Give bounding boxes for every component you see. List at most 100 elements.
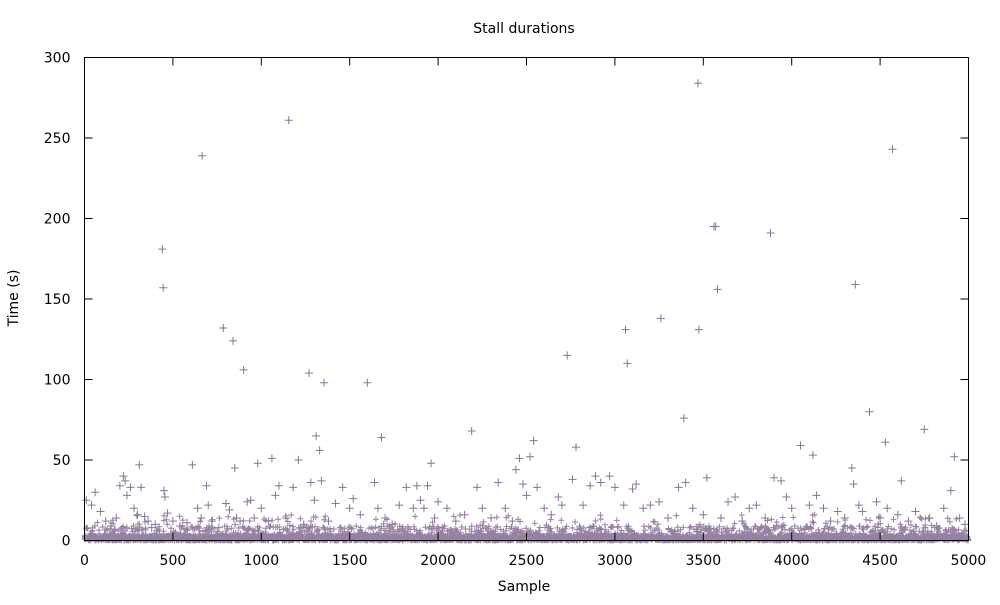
y-axis-ticks: 0 50 100 150 200 250 300 bbox=[44, 51, 969, 550]
data-point bbox=[160, 493, 169, 502]
data-point bbox=[345, 504, 354, 513]
data-point bbox=[274, 481, 283, 490]
data-point bbox=[646, 501, 655, 510]
data-point bbox=[193, 504, 202, 513]
data-point bbox=[674, 483, 683, 492]
data-point bbox=[306, 478, 315, 487]
data-point bbox=[388, 520, 397, 529]
data-point bbox=[416, 496, 425, 505]
y-tick-label: 0 bbox=[62, 534, 71, 550]
data-point bbox=[766, 228, 775, 237]
data-point bbox=[112, 513, 121, 522]
data-point bbox=[294, 456, 303, 464]
data-point bbox=[508, 517, 517, 526]
data-point bbox=[893, 510, 902, 519]
data-point bbox=[787, 504, 796, 513]
data-point bbox=[950, 452, 959, 461]
data-point bbox=[731, 493, 740, 502]
data-point bbox=[888, 145, 897, 154]
data-points-layer bbox=[82, 79, 969, 532]
data-point bbox=[897, 476, 906, 485]
data-point bbox=[849, 480, 858, 489]
data-point bbox=[770, 473, 779, 482]
data-point bbox=[442, 504, 451, 513]
data-point bbox=[619, 501, 628, 510]
data-point bbox=[883, 504, 892, 513]
data-point bbox=[331, 499, 340, 508]
data-point bbox=[289, 483, 298, 492]
data-point bbox=[419, 504, 428, 513]
data-point bbox=[147, 523, 156, 532]
data-point bbox=[264, 517, 273, 526]
data-point bbox=[840, 513, 849, 522]
data-point bbox=[119, 472, 128, 481]
x-axis-label: Sample bbox=[498, 579, 551, 595]
data-point bbox=[623, 359, 632, 368]
data-point bbox=[467, 427, 476, 436]
data-point bbox=[204, 501, 213, 510]
data-point bbox=[168, 517, 177, 526]
data-point bbox=[219, 323, 228, 332]
y-tick-label: 200 bbox=[44, 212, 71, 228]
data-point bbox=[271, 491, 280, 500]
data-point bbox=[236, 517, 245, 526]
data-point bbox=[267, 454, 276, 463]
data-point bbox=[925, 513, 934, 522]
data-point bbox=[655, 497, 664, 506]
data-point bbox=[586, 481, 595, 490]
data-point bbox=[412, 481, 421, 490]
data-point bbox=[126, 483, 135, 492]
data-point bbox=[851, 280, 860, 289]
data-point bbox=[214, 523, 223, 532]
data-point bbox=[808, 451, 817, 460]
data-point bbox=[107, 522, 116, 531]
data-point bbox=[183, 518, 192, 527]
data-point bbox=[312, 431, 321, 440]
data-point bbox=[865, 407, 874, 416]
data-point bbox=[299, 520, 308, 529]
x-tick-label: 0 bbox=[80, 553, 89, 569]
data-point bbox=[423, 481, 432, 490]
data-point bbox=[232, 513, 241, 522]
data-point bbox=[243, 497, 252, 506]
data-point bbox=[876, 513, 885, 522]
data-point bbox=[518, 480, 527, 489]
data-point bbox=[135, 460, 144, 469]
data-point bbox=[282, 513, 291, 522]
data-point bbox=[140, 512, 149, 521]
data-point bbox=[377, 433, 386, 442]
data-point bbox=[819, 504, 828, 513]
data-point bbox=[320, 378, 329, 387]
data-point bbox=[175, 522, 184, 531]
data-point bbox=[87, 501, 96, 510]
data-point bbox=[246, 496, 255, 505]
data-point bbox=[363, 378, 372, 387]
data-point bbox=[122, 491, 131, 500]
data-point bbox=[858, 507, 867, 516]
data-point bbox=[115, 481, 124, 490]
data-point bbox=[317, 476, 326, 485]
data-point bbox=[163, 509, 172, 518]
data-point bbox=[91, 488, 100, 497]
data-point bbox=[395, 501, 404, 510]
data-point bbox=[724, 497, 733, 506]
data-point bbox=[713, 285, 722, 294]
data-point bbox=[663, 513, 672, 522]
data-point bbox=[82, 496, 91, 505]
data-point bbox=[501, 504, 510, 513]
data-point bbox=[130, 504, 139, 513]
data-point bbox=[197, 513, 206, 522]
data-point bbox=[472, 483, 481, 492]
data-point bbox=[854, 501, 863, 510]
data-point bbox=[572, 443, 581, 452]
data-point bbox=[960, 520, 969, 529]
data-point bbox=[693, 79, 702, 88]
data-point bbox=[872, 497, 881, 506]
data-point bbox=[711, 222, 720, 231]
chart-title: Stall durations bbox=[473, 21, 574, 37]
data-point bbox=[694, 325, 703, 334]
data-point bbox=[373, 504, 382, 513]
data-point bbox=[198, 151, 207, 160]
